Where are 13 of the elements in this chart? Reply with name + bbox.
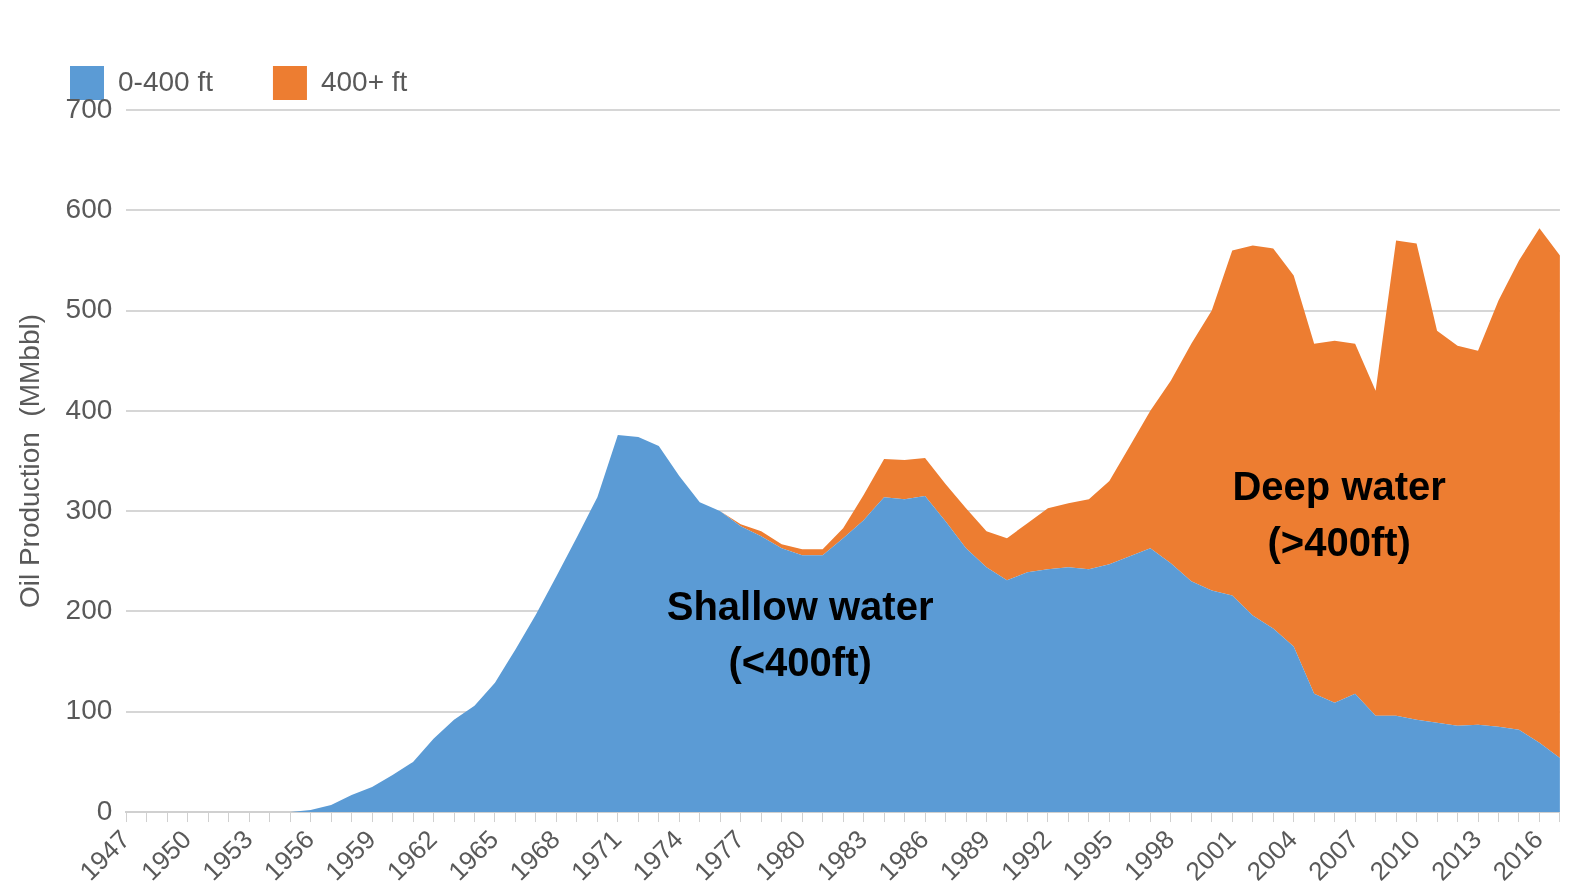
- y-tick-label: 500: [65, 293, 113, 325]
- y-tick-label: 700: [65, 92, 113, 124]
- y-tick-label: 300: [65, 493, 113, 525]
- legend-label: 400+ ft: [320, 65, 408, 97]
- legend-label: 0-400 ft: [118, 65, 214, 97]
- annotation: Deep water (>400ft): [1232, 464, 1446, 565]
- y-tick-label: 200: [65, 594, 113, 626]
- y-tick-label: 100: [65, 694, 113, 726]
- y-tick-label: 0: [96, 794, 113, 826]
- annotation: Shallow water (<400ft): [666, 583, 934, 684]
- y-axis-title: Oil Production (MMbbl): [13, 313, 45, 609]
- y-tick-label: 400: [65, 393, 113, 425]
- y-tick-label: 600: [65, 193, 113, 225]
